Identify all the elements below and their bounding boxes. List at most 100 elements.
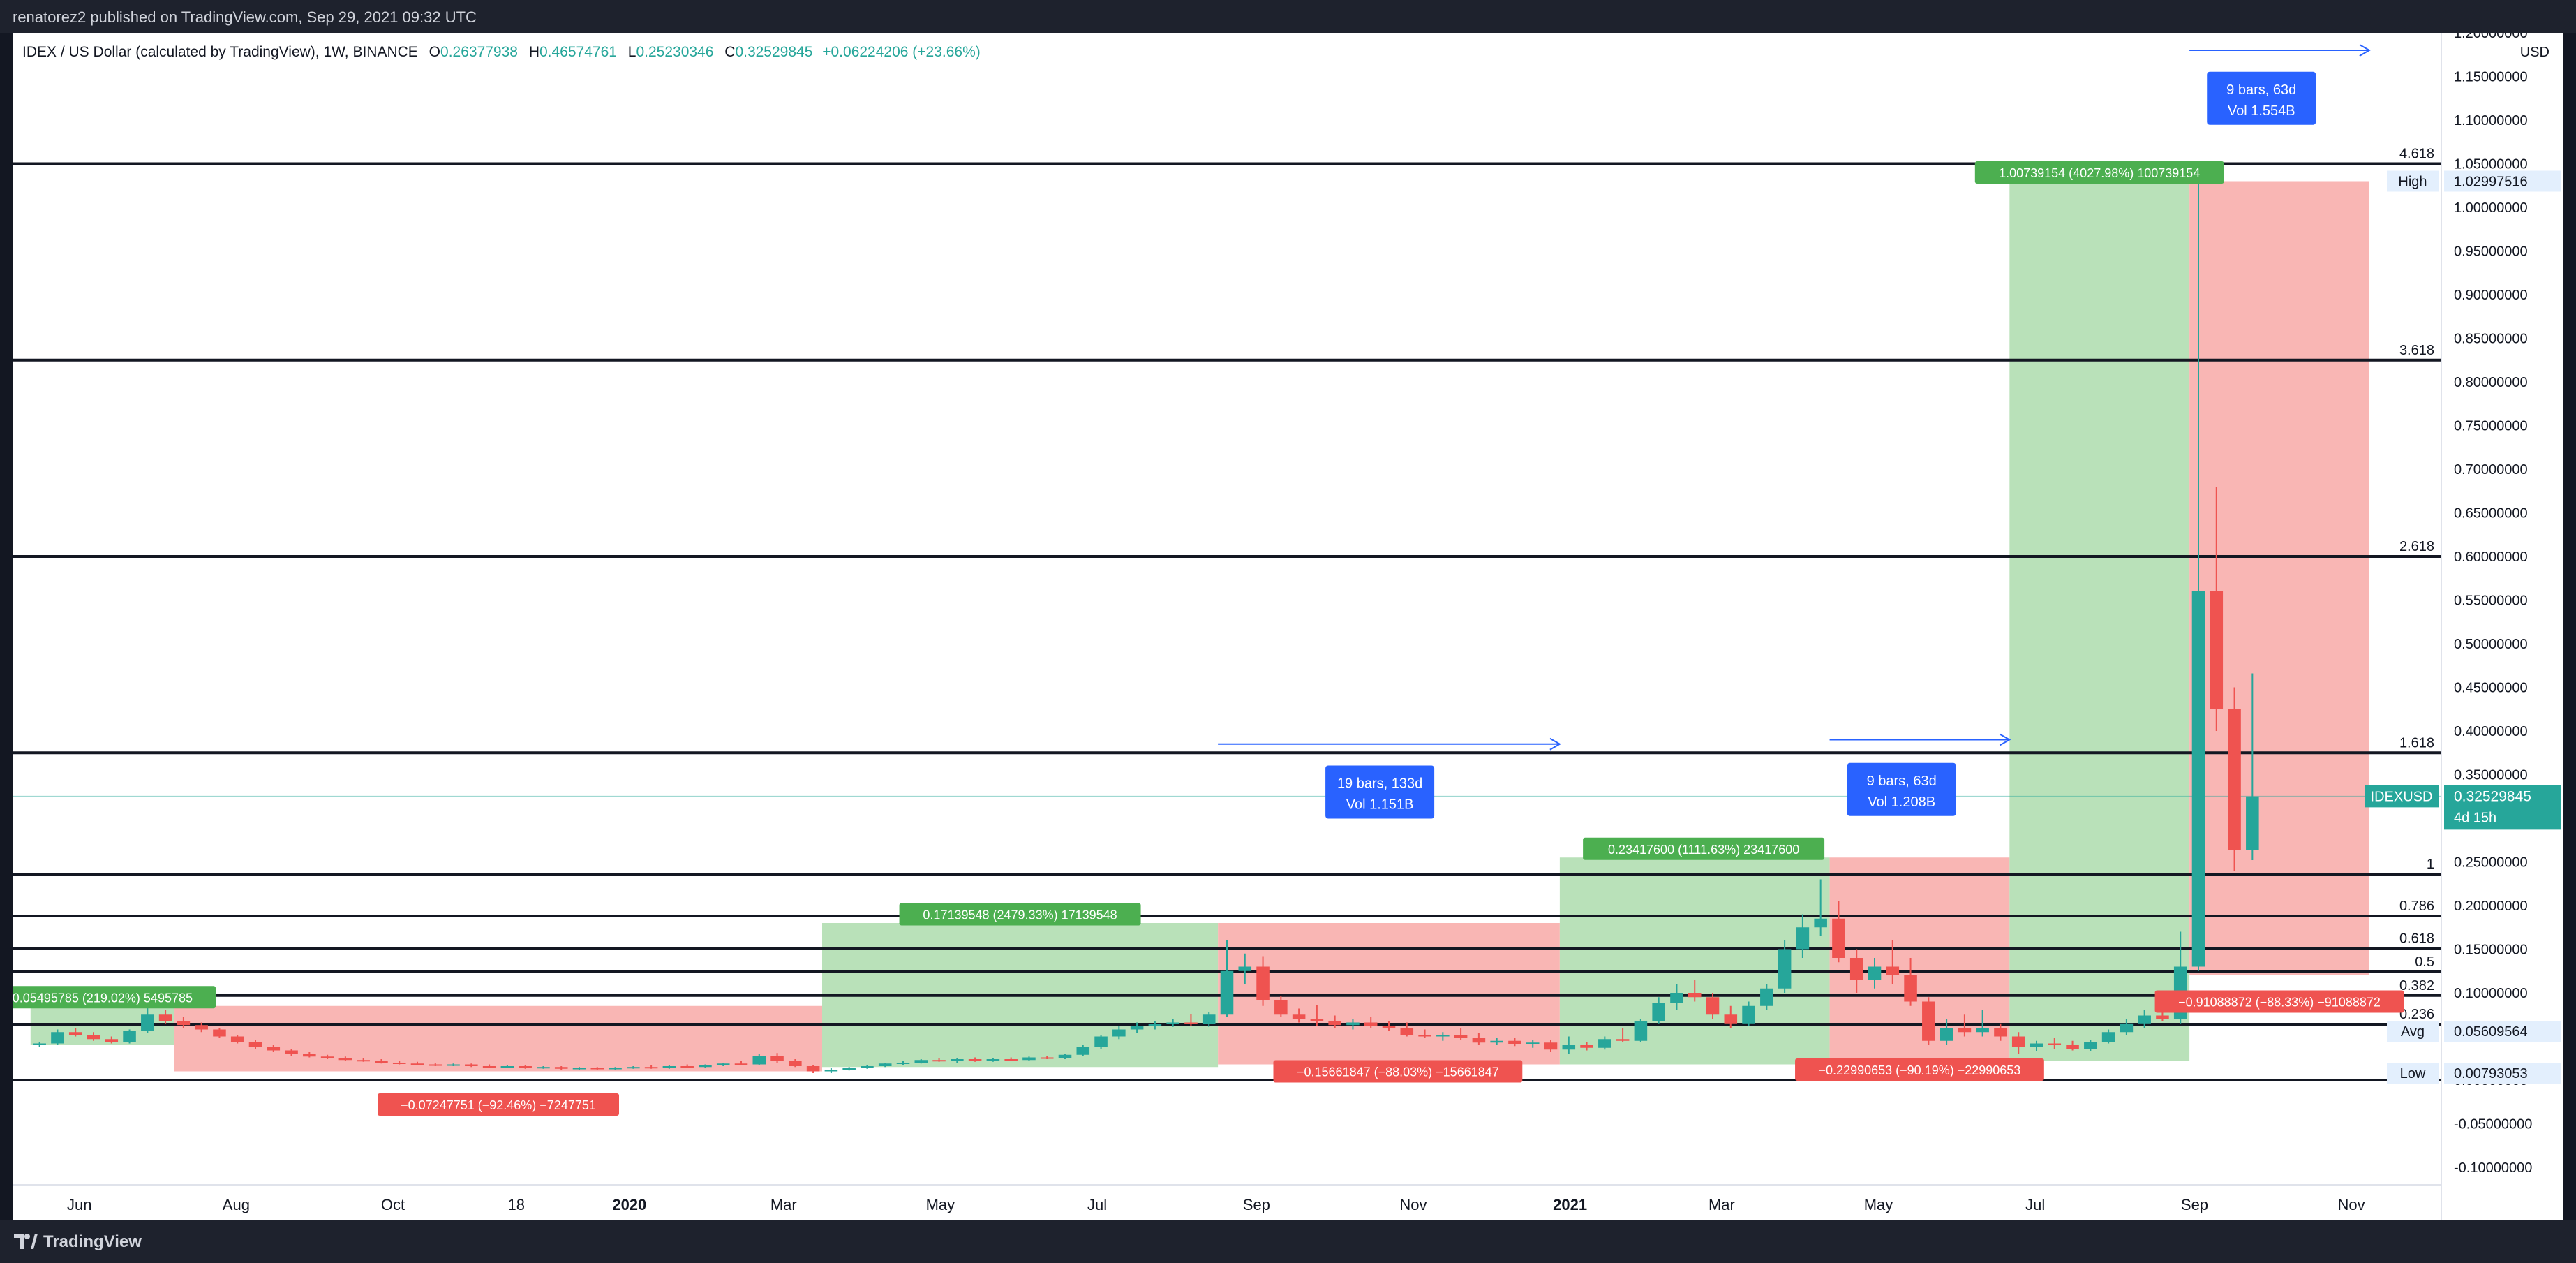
candle-body [1310, 1019, 1324, 1021]
candlestick-chart[interactable]: 4.618 3.618 2.618 1.618 1 0.786 0.618 0.5 0.382 0… [13, 33, 2563, 1220]
candle-body [213, 1029, 226, 1037]
annotation-profit: 0.17139548 (2479.33%) 17139548 [899, 903, 1141, 926]
x-tick-label: Mar [770, 1196, 797, 1213]
marker-value: 0.00793053 [2454, 1066, 2528, 1081]
annotation-profit: 0.23417600 (1111.63%) 23417600 [1583, 837, 1825, 860]
candle-body [410, 1063, 424, 1065]
publisher-text: renatorez2 published on TradingView.com,… [13, 8, 477, 26]
ticker-label: IDEXUSD [2371, 789, 2433, 804]
range-measure-box: 9 bars, 63d Vol 1.208B [1847, 762, 1956, 816]
y-tick-label: 0.55000000 [2454, 593, 2528, 609]
brand-name: TradingView [43, 1232, 142, 1251]
y-tick-label: 1.10000000 [2454, 113, 2528, 128]
candle-body [1868, 966, 1882, 980]
y-tick-label: 0.10000000 [2454, 986, 2528, 1001]
candle-body [2138, 1015, 2151, 1024]
candle-body [1346, 1022, 1360, 1026]
candle-body [1994, 1028, 2007, 1037]
candle-body [609, 1068, 622, 1070]
candle-body [627, 1067, 640, 1069]
zone-loss [174, 1005, 822, 1072]
annotation-bg [13, 986, 216, 1009]
candle-body [1796, 927, 1810, 950]
fib-ratio-label: 3.618 [2399, 343, 2434, 358]
chart-plot-area[interactable]: 4.618 3.618 2.618 1.618 1 0.786 0.618 0.5 0.382 0… [13, 33, 2563, 1220]
candle-body [375, 1061, 388, 1063]
candle-body [824, 1070, 838, 1072]
candle-body [1580, 1045, 1593, 1048]
y-tick-label: -0.10000000 [2454, 1160, 2532, 1176]
candle-body [537, 1067, 550, 1069]
candle-body [1598, 1039, 1611, 1048]
candle-body [572, 1068, 586, 1070]
range-measure-box: 9 bars, 63d Vol 1.554B [2207, 71, 2316, 125]
candle-body [1400, 1028, 1414, 1035]
y-tick-label: 1.00000000 [2454, 200, 2528, 216]
y-tick-label: 0.15000000 [2454, 943, 2528, 958]
candle-body [1148, 1024, 1162, 1026]
candle-body [752, 1056, 766, 1065]
marker-label: Low [2400, 1066, 2426, 1081]
range-measure-box: 19 bars, 133d Vol 1.151B [1325, 765, 1435, 819]
candle-body [2120, 1023, 2134, 1033]
annotation-bg [1273, 1060, 1523, 1083]
range-volume-text: Vol 1.208B [1868, 795, 1935, 810]
x-tick-label: Nov [2338, 1196, 2365, 1213]
candle-body [699, 1065, 712, 1068]
candle-body [1940, 1028, 1953, 1041]
candle-body [1976, 1028, 1989, 1033]
y-tick-label: 1.15000000 [2454, 70, 2528, 85]
candle-body [861, 1066, 874, 1068]
y-tick-label: 0.75000000 [2454, 419, 2528, 434]
marker-label: Avg [2401, 1024, 2425, 1040]
candle-body [267, 1047, 281, 1051]
annotation-loss: −0.91088872 (−88.33%) −91088872 [2154, 990, 2404, 1013]
candle-body [285, 1050, 298, 1054]
candle-body [1382, 1026, 1396, 1028]
marker-value-bg [2444, 170, 2561, 192]
candle-body [1418, 1035, 1431, 1037]
y-tick-label: 0.65000000 [2454, 506, 2528, 522]
candle-body [338, 1058, 352, 1061]
candle-body [806, 1066, 820, 1072]
x-axis: Jun Aug Oct 18 2020 Mar May Jul Sep Nov 2021 Mar May… [13, 1184, 2441, 1213]
high-label: H [528, 44, 539, 60]
fib-ratio-label: 0.382 [2399, 978, 2434, 994]
close-value: 0.32529845 [735, 44, 813, 60]
annotation-text: 1.00739154 (4027.98%) 100739154 [1999, 166, 2200, 180]
range-bars-text: 9 bars, 63d [2226, 82, 2296, 98]
candle-body [1886, 966, 1900, 975]
candle-body [554, 1067, 568, 1069]
candle-body [105, 1039, 119, 1042]
countdown-text: 4d 15h [2454, 810, 2496, 825]
bottom-bar: TradingView [0, 1220, 2576, 1263]
annotation-profit: 0.05495785 (219.02%) 5495785 [13, 986, 216, 1009]
candle-body [1490, 1040, 1503, 1043]
marker-label-bg [2387, 1021, 2439, 1042]
candle-body [1058, 1054, 1072, 1058]
candle-body [2011, 1036, 2025, 1047]
x-tick-label: 2021 [1553, 1196, 1587, 1213]
range-bars-text: 19 bars, 133d [1337, 776, 1422, 792]
x-tick-label: Mar [1708, 1196, 1735, 1213]
candle-body [1022, 1057, 1036, 1061]
annotation-loss: −0.07247751 (−92.46%) −7247751 [378, 1093, 619, 1116]
range-box-bg [2207, 71, 2316, 125]
price-marker-avg: Avg 0.05609564 [2387, 1021, 2561, 1042]
candle-body [789, 1061, 802, 1066]
candle-body [2101, 1032, 2115, 1042]
candle-body [1364, 1022, 1378, 1026]
range-box-bg [1847, 762, 1956, 816]
candle-body [986, 1059, 1000, 1061]
candle-body [1004, 1059, 1018, 1061]
candle-body [1256, 966, 1270, 1000]
candle-body [519, 1066, 532, 1068]
fib-ratio-label: 0.786 [2399, 899, 2434, 914]
y-tick-label: 0.95000000 [2454, 244, 2528, 260]
candle-body [1454, 1035, 1468, 1038]
change-value: +0.06224206 (+23.66%) [822, 44, 981, 60]
candle-body [1130, 1026, 1144, 1030]
candle-body [392, 1063, 406, 1064]
candle-body [177, 1021, 191, 1026]
candle-body [734, 1063, 748, 1065]
